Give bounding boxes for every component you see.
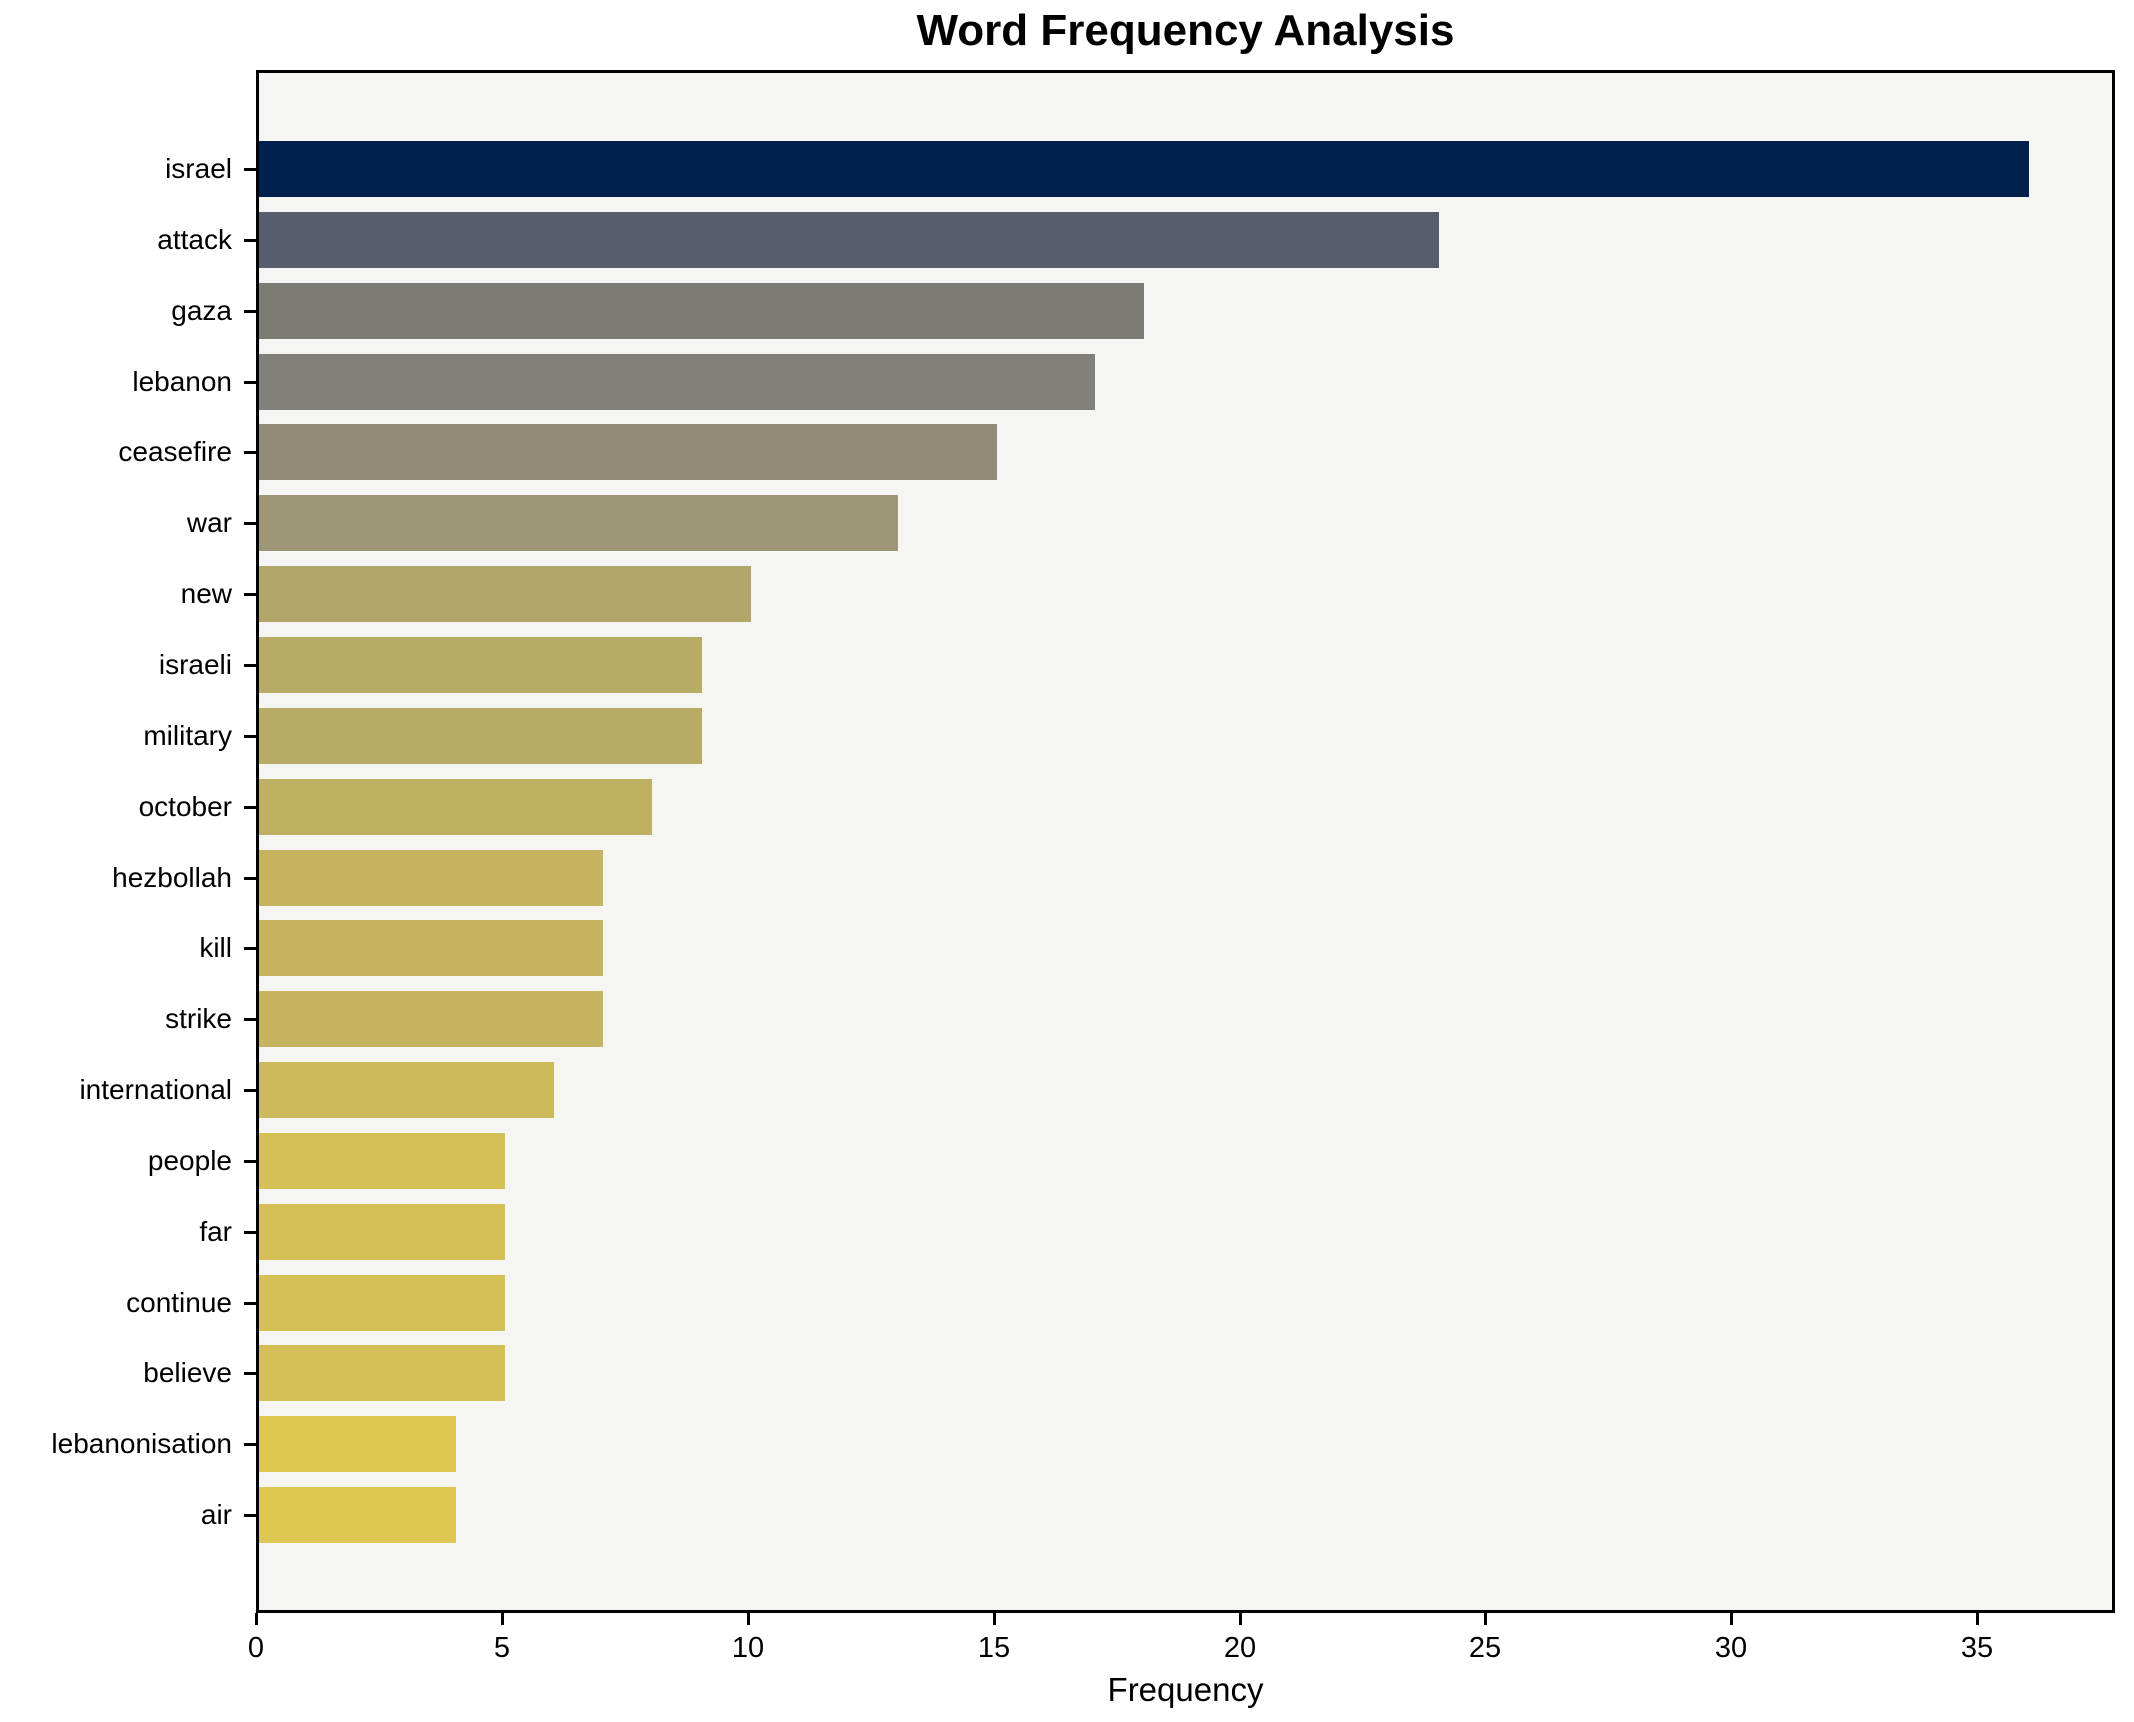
bar-attack <box>259 212 1439 268</box>
ytick-mark <box>244 1514 256 1517</box>
xtick-label-35: 35 <box>1960 1632 1994 1664</box>
ytick-mark <box>244 310 256 313</box>
bar-war <box>259 495 898 551</box>
ytick-mark <box>244 877 256 880</box>
ytick-label-military: military <box>143 720 232 751</box>
xtick-mark <box>993 1613 996 1625</box>
ytick-label-air: air <box>200 1499 232 1530</box>
bar-ceasefire <box>259 424 997 480</box>
xtick-label-20: 20 <box>1223 1632 1257 1664</box>
xtick-mark <box>1730 1613 1733 1625</box>
ytick-mark <box>244 1089 256 1092</box>
xtick-mark <box>747 1613 750 1625</box>
bar-israel <box>259 141 2029 197</box>
ytick-mark <box>244 947 256 950</box>
bar-believe <box>259 1345 505 1401</box>
ytick-label-lebanon: lebanon <box>132 366 232 397</box>
ytick-label-people: people <box>147 1145 232 1176</box>
bar-military <box>259 708 702 764</box>
ytick-label-continue: continue <box>126 1287 232 1318</box>
ytick-label-believe: believe <box>143 1357 232 1388</box>
ytick-mark <box>244 451 256 454</box>
bar-strike <box>259 991 603 1047</box>
ytick-mark <box>244 1018 256 1021</box>
ytick-mark <box>244 522 256 525</box>
ytick-label-international: international <box>79 1074 232 1105</box>
bar-israeli <box>259 637 702 693</box>
plot-area <box>256 70 2115 1613</box>
ytick-label-war: war <box>186 507 232 538</box>
ytick-label-new: new <box>180 578 232 609</box>
x-axis-label: Frequency <box>1107 1671 1264 1708</box>
ytick-mark <box>244 1231 256 1234</box>
ytick-label-october: october <box>138 791 232 822</box>
ytick-mark <box>244 1372 256 1375</box>
xtick-mark <box>501 1613 504 1625</box>
bar-october <box>259 779 652 835</box>
ytick-mark <box>244 1160 256 1163</box>
xtick-label-5: 5 <box>493 1632 511 1664</box>
bar-continue <box>259 1275 505 1331</box>
ytick-label-far: far <box>199 1216 232 1247</box>
ytick-label-attack: attack <box>157 224 232 255</box>
bar-new <box>259 566 751 622</box>
ytick-mark <box>244 1302 256 1305</box>
ytick-label-kill: kill <box>199 932 232 963</box>
ytick-mark <box>244 381 256 384</box>
ytick-label-gaza: gaza <box>171 295 232 326</box>
xtick-label-25: 25 <box>1468 1632 1502 1664</box>
bar-lebanonisation <box>259 1416 456 1472</box>
bar-air <box>259 1487 456 1543</box>
xtick-mark <box>1239 1613 1242 1625</box>
ytick-mark <box>244 593 256 596</box>
ytick-label-israel: israel <box>165 153 232 184</box>
bar-far <box>259 1204 505 1260</box>
ytick-label-ceasefire: ceasefire <box>118 436 232 467</box>
ytick-label-hezbollah: hezbollah <box>112 862 232 893</box>
chart-title: Word Frequency Analysis <box>916 6 1455 55</box>
ytick-mark <box>244 1443 256 1446</box>
bar-gaza <box>259 283 1144 339</box>
ytick-mark <box>244 735 256 738</box>
xtick-label-0: 0 <box>247 1632 265 1664</box>
bar-international <box>259 1062 554 1118</box>
xtick-label-15: 15 <box>977 1632 1011 1664</box>
bar-kill <box>259 920 603 976</box>
xtick-label-30: 30 <box>1714 1632 1748 1664</box>
xtick-mark <box>1484 1613 1487 1625</box>
xtick-label-10: 10 <box>731 1632 765 1664</box>
bar-people <box>259 1133 505 1189</box>
bar-lebanon <box>259 354 1095 410</box>
ytick-mark <box>244 168 256 171</box>
ytick-mark <box>244 806 256 809</box>
ytick-mark <box>244 664 256 667</box>
ytick-label-israeli: israeli <box>158 649 232 680</box>
xtick-mark <box>255 1613 258 1625</box>
ytick-label-lebanonisation: lebanonisation <box>51 1428 232 1459</box>
bar-hezbollah <box>259 850 603 906</box>
ytick-mark <box>244 239 256 242</box>
ytick-label-strike: strike <box>165 1003 232 1034</box>
xtick-mark <box>1976 1613 1979 1625</box>
